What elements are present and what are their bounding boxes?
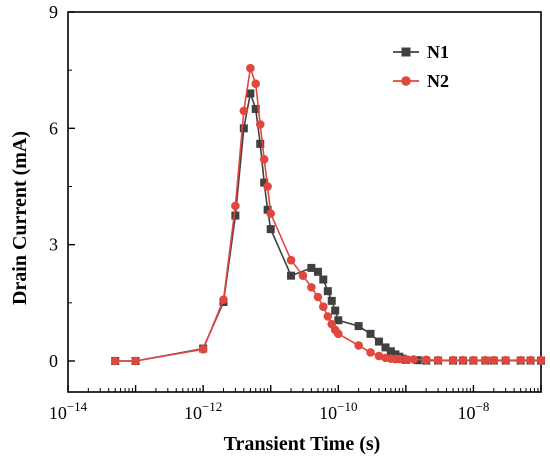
y-axis-title: Drain Current (mA) (9, 131, 31, 305)
data-point (469, 355, 478, 365)
y-tick-label: 9 (49, 2, 58, 22)
plot-border (67, 11, 542, 393)
data-point (354, 341, 363, 350)
data-point (374, 337, 383, 346)
data-point (516, 355, 525, 365)
legend-marker (401, 76, 411, 86)
data-point (395, 354, 404, 364)
series-line (115, 90, 541, 362)
data-point (334, 316, 343, 325)
data-point (448, 355, 458, 365)
data-point (266, 209, 276, 218)
data-point (381, 343, 390, 352)
data-point (251, 104, 260, 113)
legend-label: N2 (427, 71, 449, 91)
data-point (246, 63, 255, 73)
series-n2 (110, 63, 546, 366)
data-point (526, 355, 535, 365)
data-point (251, 79, 261, 89)
data-point (231, 211, 240, 220)
legend-item-n2: N2 (393, 71, 449, 91)
data-point (421, 355, 431, 365)
data-point (536, 355, 546, 365)
data-point (307, 263, 316, 272)
x-tick-label: 10−8 (458, 399, 490, 423)
data-point (313, 267, 322, 276)
data-point (323, 287, 332, 296)
legend-marker (401, 47, 411, 57)
data-point (266, 225, 275, 234)
data-point (131, 356, 140, 366)
data-point (501, 355, 510, 365)
data-point (287, 271, 296, 280)
series-layer (110, 63, 546, 366)
legend-label: N1 (427, 42, 449, 62)
data-point (333, 329, 343, 339)
data-point (433, 355, 443, 365)
y-tick-label: 0 (49, 351, 58, 371)
data-point (110, 356, 120, 366)
x-tick-label: 10−12 (184, 399, 222, 423)
data-point (198, 345, 208, 354)
data-point (327, 296, 336, 305)
data-point (255, 120, 265, 129)
y-tick-label: 3 (49, 235, 58, 255)
data-point (246, 89, 255, 98)
data-point (319, 275, 328, 284)
data-point (481, 355, 490, 365)
x-axis: 10−14 10−12 10−10 10−8 (49, 385, 542, 423)
data-point (318, 302, 328, 311)
x-tick-label: 10−14 (49, 399, 88, 423)
data-point (489, 355, 499, 365)
data-point (366, 329, 375, 338)
data-point (354, 322, 363, 331)
data-point (409, 355, 418, 364)
y-axis: 0 3 6 9 (49, 2, 75, 371)
data-point (458, 355, 468, 365)
data-point (263, 205, 272, 214)
data-point (386, 347, 395, 356)
data-point (239, 106, 249, 116)
data-point (374, 351, 384, 361)
data-point (263, 182, 272, 191)
data-point (401, 355, 411, 364)
data-point (323, 312, 333, 321)
data-point (231, 201, 240, 211)
data-point (313, 292, 323, 302)
plot-frame (67, 11, 542, 393)
data-point (286, 255, 296, 265)
data-point (219, 295, 228, 305)
x-axis-title: Transient Time (s) (224, 433, 381, 455)
y-tick-label: 6 (49, 118, 58, 138)
data-point (259, 155, 269, 164)
x-tick-label: 10−10 (319, 399, 357, 423)
data-point (256, 139, 265, 148)
data-point (331, 306, 340, 315)
data-point (366, 348, 375, 357)
data-point (307, 283, 316, 292)
data-point (239, 124, 248, 133)
data-point (298, 271, 308, 280)
legend-item-n1: N1 (393, 42, 449, 62)
data-point (260, 178, 269, 187)
